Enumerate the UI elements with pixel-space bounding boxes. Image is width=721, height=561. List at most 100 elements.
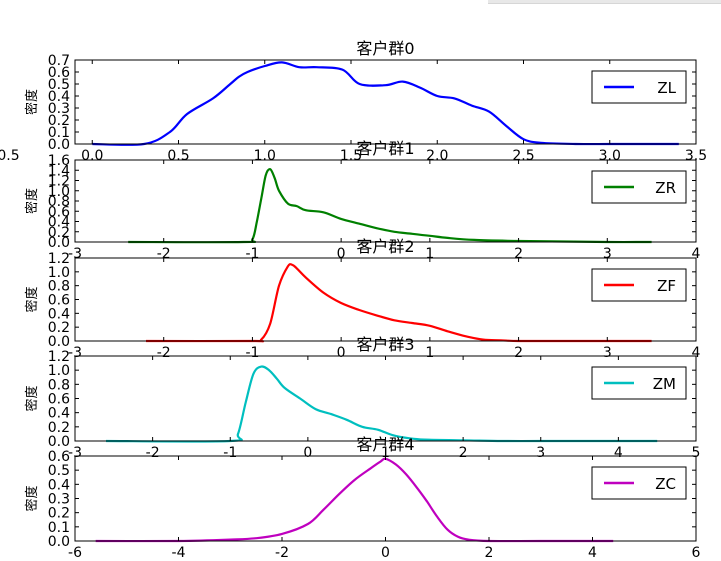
x-tick-label: 3 (603, 345, 612, 361)
x-tick-label: -0.5 (0, 148, 20, 164)
x-tick-label: 0.0 (81, 148, 103, 164)
y-tick-label: 0.5 (48, 77, 70, 93)
subplot-0: 0.00.10.20.30.40.50.60.70-0.50.00.51.01.… (0, 39, 707, 164)
y-tick-label: 1.2 (48, 174, 70, 190)
series-line-zf (145, 263, 652, 343)
x-tick-label: 2.5 (512, 148, 534, 164)
legend: ZC (591, 466, 687, 500)
y-tick-label: 0.6 (48, 449, 70, 465)
legend: ZL (591, 70, 687, 104)
y-tick-label: 0.3 (48, 101, 70, 117)
y-tick-label: 0.3 (48, 492, 70, 508)
y-tick-label: 0.1 (48, 520, 70, 536)
y-tick-label: 0.2 (48, 420, 70, 436)
series-line-zm (105, 365, 658, 443)
x-tick-label: 4 (692, 246, 701, 262)
y-tick-label: 0.0 (48, 534, 70, 550)
y-tick-label: 1.2 (48, 349, 70, 365)
subplot-title: 客户群1 (356, 139, 414, 158)
legend: ZR (591, 170, 687, 204)
series-line-zl (92, 61, 679, 146)
y-tick-label: 0.2 (48, 113, 70, 129)
x-tick-label: 3.0 (599, 148, 621, 164)
x-tick-label: 0 (381, 545, 390, 561)
y-tick-label: 0.6 (48, 392, 70, 408)
y-tick-label: 0.0 (48, 334, 70, 350)
y-tick-label: 0.6 (48, 204, 70, 220)
x-tick-label: -4 (172, 545, 186, 561)
series-line-zc (95, 457, 614, 543)
y-tick-label: 0.6 (48, 293, 70, 309)
y-tick-label: 1.0 (48, 363, 70, 379)
x-tick-label: -1 (223, 445, 237, 461)
y-tick-label: 0.8 (48, 377, 70, 393)
x-tick-label: 1 (425, 345, 434, 361)
legend: ZF (591, 268, 687, 302)
y-tick-label: 0.8 (48, 279, 70, 295)
x-tick-label: -2 (157, 345, 171, 361)
y-tick-label: 1.0 (48, 184, 70, 200)
x-tick-label: 4 (614, 445, 623, 461)
x-tick-label: 1.0 (254, 148, 276, 164)
x-tick-label: 4 (588, 545, 597, 561)
subplot-title: 客户群4 (356, 435, 414, 454)
x-tick-label: -2 (275, 545, 289, 561)
x-tick-label: -2 (146, 445, 160, 461)
x-tick-label: 1 (425, 246, 434, 262)
x-tick-label: 4 (692, 345, 701, 361)
legend-label-zf: ZF (657, 277, 676, 295)
y-tick-label: 0.1 (48, 125, 70, 141)
x-tick-label: -6 (68, 545, 82, 561)
y-axis-label: 密度 (24, 89, 40, 115)
y-tick-label: 0.0 (48, 434, 70, 450)
y-tick-label: 0.4 (48, 306, 70, 322)
y-tick-label: 1.2 (48, 251, 70, 267)
x-tick-label: -1 (245, 345, 259, 361)
x-tick-label: 2 (514, 345, 523, 361)
y-axis-label: 密度 (24, 385, 40, 411)
x-tick-label: 1 (381, 445, 390, 461)
y-tick-label: 0.2 (48, 506, 70, 522)
y-axis-label: 密度 (24, 188, 40, 214)
axes-frame (74, 59, 697, 145)
legend-label-zr: ZR (655, 179, 676, 197)
y-tick-label: 1.6 (48, 153, 70, 169)
y-tick-label: 0.4 (48, 89, 70, 105)
y-tick-label: 0.0 (48, 235, 70, 251)
y-axis-label: 密度 (24, 485, 40, 511)
x-tick-label: 3 (536, 445, 545, 461)
x-tick-label: 3 (603, 246, 612, 262)
subplot-title: 客户群3 (356, 335, 414, 354)
y-tick-label: 0.4 (48, 215, 70, 231)
x-tick-label: 0 (303, 445, 312, 461)
y-tick-label: 0.2 (48, 320, 70, 336)
y-tick-label: 0.6 (48, 65, 70, 81)
legend-label-zl: ZL (657, 79, 676, 97)
y-tick-label: 0.5 (48, 463, 70, 479)
y-tick-label: 0.4 (48, 406, 70, 422)
x-tick-label: 0 (337, 345, 346, 361)
legend: ZM (591, 366, 687, 400)
y-tick-label: 0.0 (48, 137, 70, 153)
series-line-zr (128, 168, 652, 244)
x-tick-label: 0.5 (167, 148, 189, 164)
x-tick-label: 6 (692, 545, 701, 561)
subplot-title: 客户群2 (356, 237, 414, 256)
x-tick-label: 0 (337, 246, 346, 262)
y-tick-label: 0.2 (48, 225, 70, 241)
subplot-title: 客户群0 (356, 39, 414, 58)
y-axis-label: 密度 (24, 286, 40, 312)
x-tick-label: 2 (514, 246, 523, 262)
x-tick-label: 5 (692, 445, 701, 461)
legend-label-zc: ZC (655, 475, 676, 493)
window-top-bar (488, 0, 721, 4)
y-tick-label: 1.0 (48, 265, 70, 281)
x-tick-label: 2 (459, 445, 468, 461)
x-tick-label: -3 (68, 445, 82, 461)
y-tick-label: 0.7 (48, 53, 70, 69)
y-tick-label: 1.4 (48, 163, 70, 179)
y-tick-label: 0.8 (48, 194, 70, 210)
